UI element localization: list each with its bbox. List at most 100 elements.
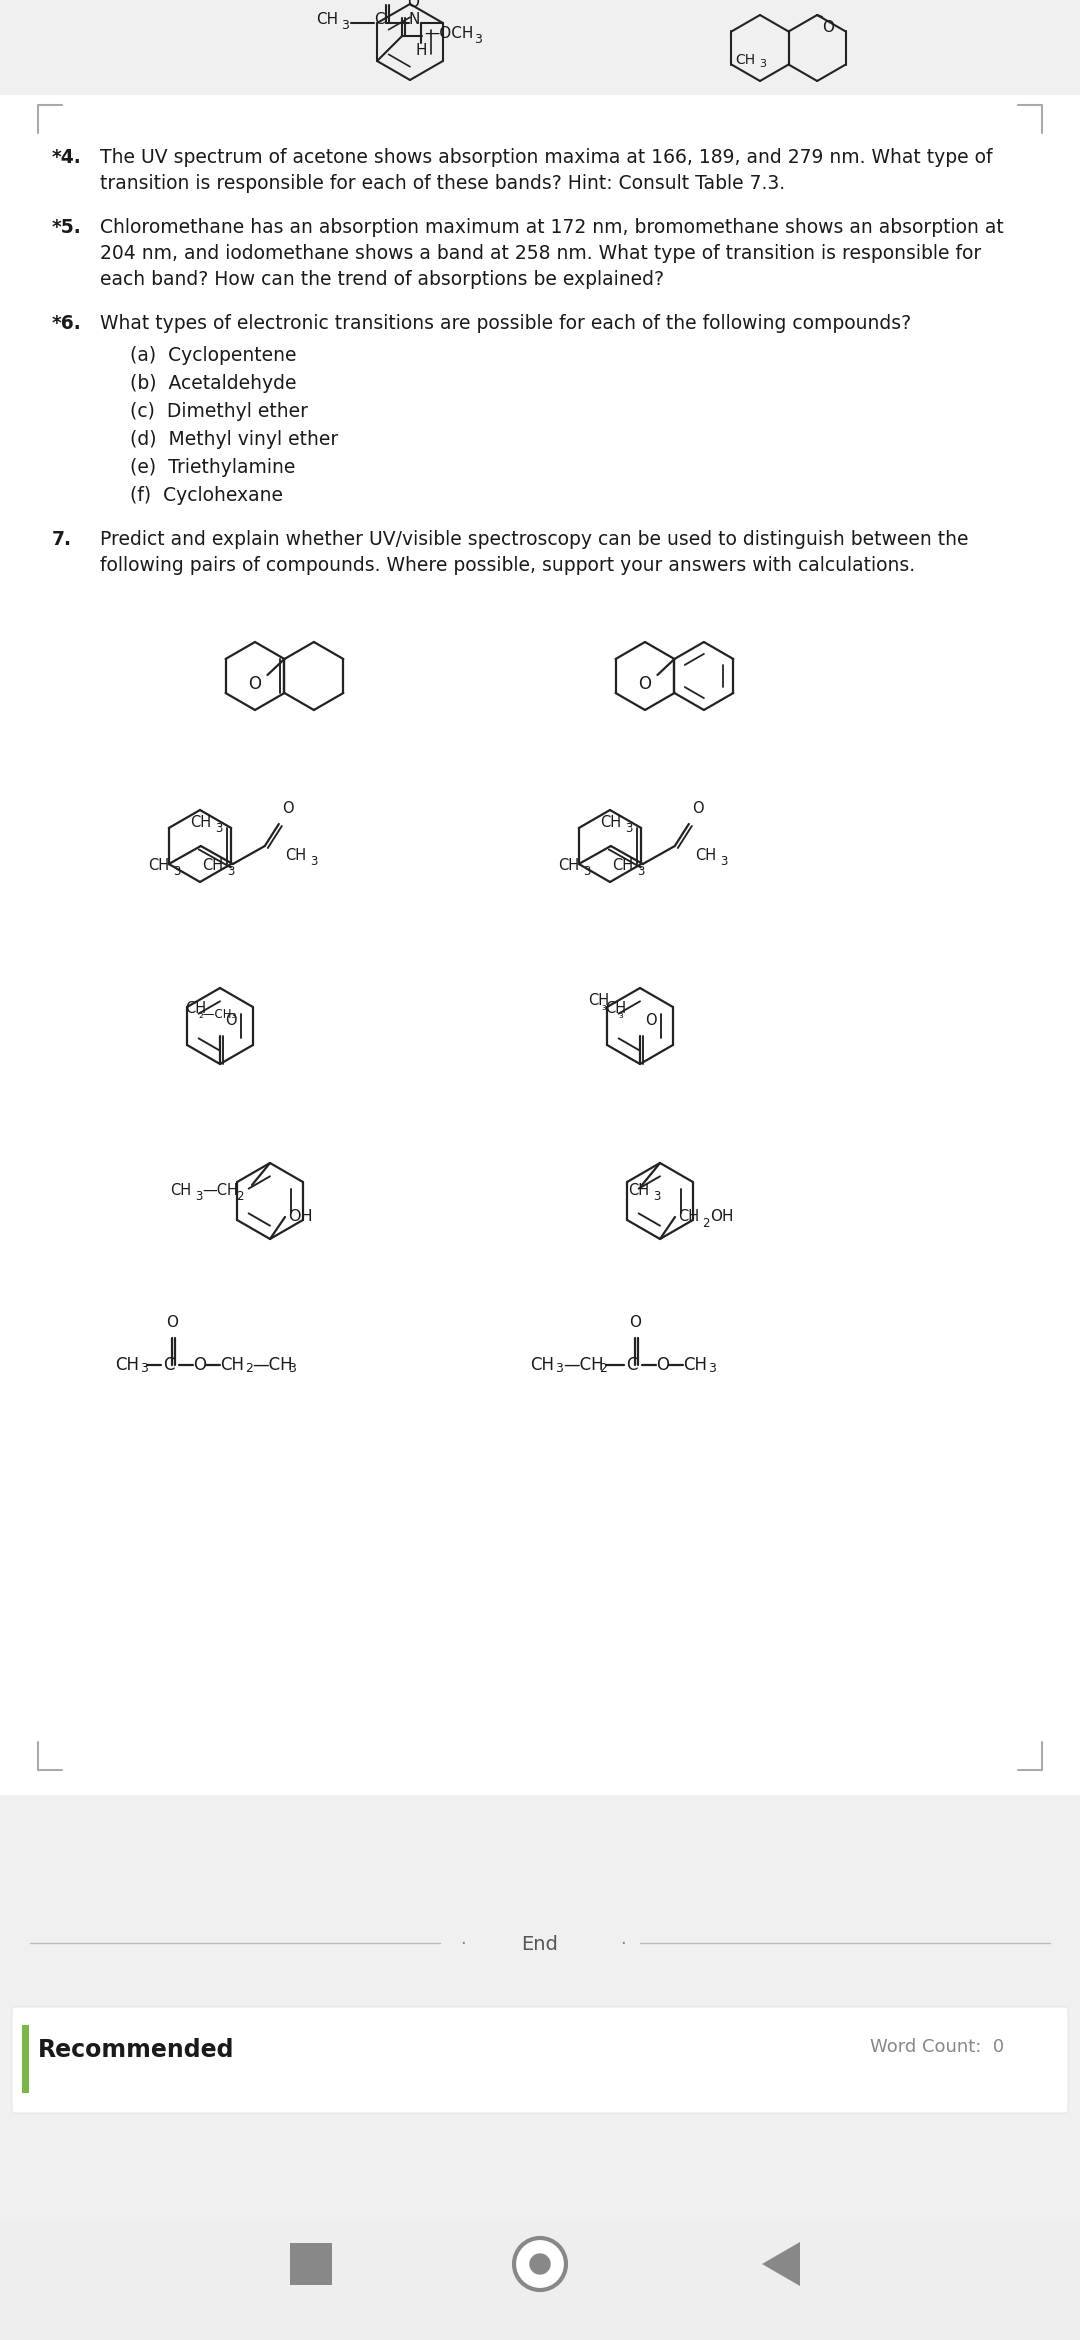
Text: ·: · xyxy=(460,1935,465,1954)
Text: 3: 3 xyxy=(653,1191,660,1203)
Text: CH: CH xyxy=(678,1210,699,1224)
Text: *4.: *4. xyxy=(52,147,82,166)
Text: each band? How can the trend of absorptions be explained?: each band? How can the trend of absorpti… xyxy=(100,269,664,290)
Text: CH: CH xyxy=(694,847,716,863)
Text: Recommended: Recommended xyxy=(38,2038,234,2062)
Text: CH: CH xyxy=(220,1355,244,1374)
Text: 3: 3 xyxy=(227,866,234,878)
Text: O: O xyxy=(638,674,651,693)
Text: transition is responsible for each of these bands? Hint: Consult Table 7.3.: transition is responsible for each of th… xyxy=(100,173,785,192)
Text: ₃: ₃ xyxy=(618,1009,623,1020)
Bar xyxy=(291,2244,332,2284)
Text: O: O xyxy=(166,1315,178,1329)
Text: ·: · xyxy=(620,1935,625,1954)
Text: —OCH: —OCH xyxy=(424,26,473,42)
Text: O: O xyxy=(629,1315,642,1329)
Text: 3: 3 xyxy=(583,866,591,878)
Text: (b)  Acetaldehyde: (b) Acetaldehyde xyxy=(130,374,297,393)
Text: ₂—CH₃: ₂—CH₃ xyxy=(198,1009,237,1020)
Text: O: O xyxy=(692,800,703,817)
Text: 3: 3 xyxy=(720,854,727,868)
Bar xyxy=(0,2221,1080,2340)
Text: CH: CH xyxy=(190,814,211,831)
Text: 2: 2 xyxy=(245,1362,253,1376)
Text: OH: OH xyxy=(710,1210,733,1224)
Text: Predict and explain whether UV/visible spectroscopy can be used to distinguish b: Predict and explain whether UV/visible s… xyxy=(100,529,969,550)
Text: 7.: 7. xyxy=(52,529,72,550)
Text: C: C xyxy=(163,1355,175,1374)
Text: O: O xyxy=(248,674,261,693)
Text: 3: 3 xyxy=(140,1362,148,1376)
Text: 2: 2 xyxy=(599,1362,607,1376)
Text: *5.: *5. xyxy=(52,218,82,236)
Text: 204 nm, and iodomethane shows a band at 258 nm. What type of transition is respo: 204 nm, and iodomethane shows a band at … xyxy=(100,243,982,262)
Text: CH: CH xyxy=(558,859,579,873)
Text: CH: CH xyxy=(316,12,338,28)
Text: O: O xyxy=(407,0,419,9)
Text: N: N xyxy=(409,12,420,28)
Polygon shape xyxy=(762,2242,800,2286)
Text: (e)  Triethylamine: (e) Triethylamine xyxy=(130,459,295,477)
Bar xyxy=(0,1795,1080,2340)
Text: End: End xyxy=(522,1935,558,1954)
Text: CH: CH xyxy=(114,1355,139,1374)
Bar xyxy=(0,0,1080,96)
FancyBboxPatch shape xyxy=(12,2008,1068,2113)
Text: 3: 3 xyxy=(173,866,180,878)
Text: 3: 3 xyxy=(555,1362,563,1376)
Text: (f)  Cyclohexane: (f) Cyclohexane xyxy=(130,487,283,505)
Text: Word Count:  0: Word Count: 0 xyxy=(870,2038,1004,2057)
Text: *6.: *6. xyxy=(52,314,82,332)
Text: 3: 3 xyxy=(474,33,482,47)
Text: CH: CH xyxy=(612,859,633,873)
Text: C: C xyxy=(374,12,384,28)
Text: H: H xyxy=(416,42,428,58)
Text: C: C xyxy=(626,1355,637,1374)
Text: CH: CH xyxy=(170,1184,191,1198)
Text: O: O xyxy=(193,1355,206,1374)
Text: CH: CH xyxy=(588,992,609,1009)
Text: CH: CH xyxy=(735,54,755,68)
Text: 3: 3 xyxy=(708,1362,716,1376)
Text: (a)  Cyclopentene: (a) Cyclopentene xyxy=(130,346,297,365)
Text: What types of electronic transitions are possible for each of the following comp: What types of electronic transitions are… xyxy=(100,314,912,332)
Circle shape xyxy=(514,2237,566,2291)
Text: CH: CH xyxy=(530,1355,554,1374)
Text: —CH: —CH xyxy=(202,1184,238,1198)
Text: CH: CH xyxy=(605,1002,626,1016)
Text: 3: 3 xyxy=(310,854,318,868)
Text: 3: 3 xyxy=(215,821,222,835)
Text: O: O xyxy=(822,21,834,35)
Text: O: O xyxy=(656,1355,669,1374)
Text: following pairs of compounds. Where possible, support your answers with calculat: following pairs of compounds. Where poss… xyxy=(100,557,915,576)
Text: (c)  Dimethyl ether: (c) Dimethyl ether xyxy=(130,402,308,421)
Text: OH: OH xyxy=(288,1210,312,1224)
Text: 3: 3 xyxy=(288,1362,296,1376)
Text: ₃: ₃ xyxy=(600,999,606,1013)
Text: CH: CH xyxy=(185,1002,206,1016)
Text: CH: CH xyxy=(285,847,306,863)
Bar xyxy=(22,2024,29,2092)
Text: 3: 3 xyxy=(341,19,349,33)
Text: O: O xyxy=(225,1013,237,1027)
Circle shape xyxy=(530,2253,550,2274)
Text: O: O xyxy=(282,800,294,817)
Text: CH: CH xyxy=(600,814,621,831)
Text: CH: CH xyxy=(202,859,224,873)
Text: 3: 3 xyxy=(759,58,766,68)
Text: 3: 3 xyxy=(625,821,633,835)
Text: 3: 3 xyxy=(195,1191,202,1203)
Text: (d)  Methyl vinyl ether: (d) Methyl vinyl ether xyxy=(130,431,338,449)
Text: CH: CH xyxy=(148,859,170,873)
Text: —CH: —CH xyxy=(563,1355,604,1374)
Circle shape xyxy=(522,2246,558,2282)
Text: CH: CH xyxy=(683,1355,707,1374)
Text: 3: 3 xyxy=(637,866,645,878)
Text: The UV spectrum of acetone shows absorption maxima at 166, 189, and 279 nm. What: The UV spectrum of acetone shows absorpt… xyxy=(100,147,993,166)
Text: —CH: —CH xyxy=(252,1355,293,1374)
Text: CH: CH xyxy=(627,1184,649,1198)
Text: O: O xyxy=(645,1013,657,1027)
Text: 2: 2 xyxy=(237,1191,243,1203)
Text: 2: 2 xyxy=(702,1217,710,1231)
Text: Chloromethane has an absorption maximum at 172 nm, bromomethane shows an absorpt: Chloromethane has an absorption maximum … xyxy=(100,218,1003,236)
